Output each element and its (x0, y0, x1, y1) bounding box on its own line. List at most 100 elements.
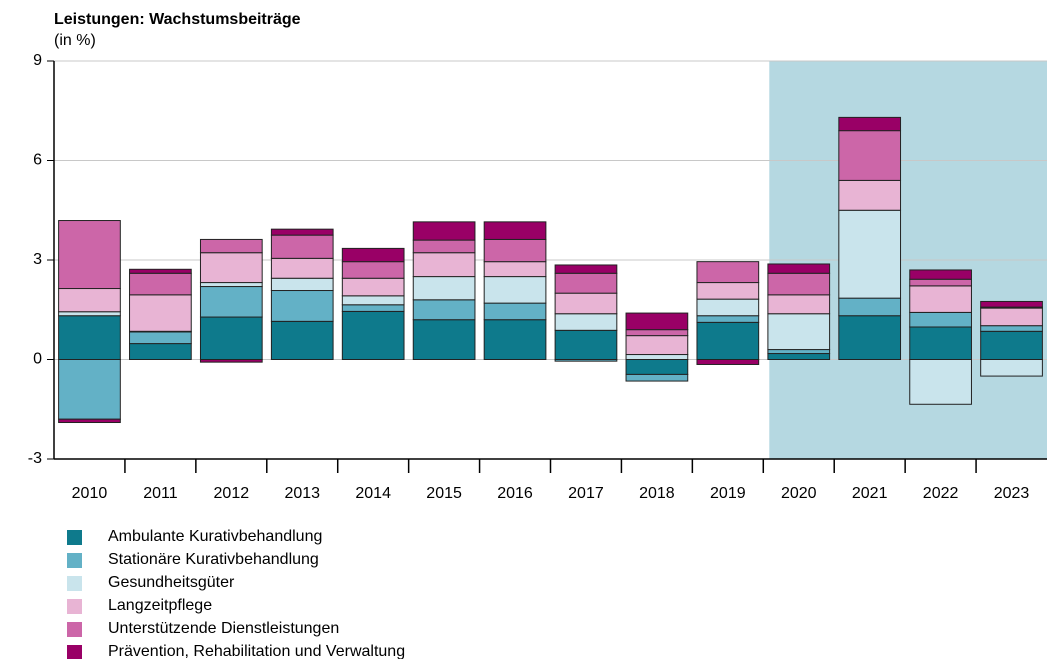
bar-segment (199, 238, 263, 254)
bar-segment (341, 304, 405, 312)
bar-segment (838, 116, 902, 132)
y-tick-label: 6 (33, 152, 42, 169)
bar-segment (696, 298, 760, 317)
legend-label: Ambulante Kurativbehandlung (108, 528, 322, 545)
bar-segment (696, 261, 760, 284)
bar-segment (412, 239, 476, 254)
bar-segment (980, 300, 1043, 308)
x-tick-label: 2023 (994, 485, 1030, 502)
bar-segment (838, 315, 902, 360)
bar-segment (483, 261, 547, 278)
bar-segment (696, 359, 760, 365)
bar-segment (199, 282, 263, 288)
bar-segment (341, 277, 405, 297)
bar-segment (554, 329, 618, 360)
bar-segment (270, 228, 334, 236)
bar-segment (483, 302, 547, 321)
legend-swatch (67, 576, 82, 591)
bar-segment (838, 209, 902, 299)
bar-segment (270, 257, 334, 279)
x-tick-label: 2018 (639, 485, 675, 502)
bar-segment (270, 234, 334, 259)
x-tick-label: 2010 (72, 485, 108, 502)
bar-segment (696, 321, 760, 360)
legend-label: Prävention, Rehabilitation und Verwaltun… (108, 643, 405, 659)
legend-label: Gesundheitsgüter (108, 574, 235, 591)
y-tick-label: 9 (33, 52, 42, 69)
bar-segment (554, 359, 618, 362)
bar-segment (270, 277, 334, 292)
bar-segment (483, 238, 547, 263)
x-tick-label: 2019 (710, 485, 746, 502)
x-tick-label: 2022 (923, 485, 959, 502)
bar-segment (483, 221, 547, 240)
y-tick-label: 0 (33, 351, 42, 368)
bar-segment (767, 313, 831, 351)
bar-segment (980, 325, 1043, 332)
bar-segment (696, 315, 760, 323)
bar-segment (767, 353, 831, 360)
y-tick-label: 3 (33, 251, 42, 268)
bar-segment (980, 307, 1043, 327)
bar-segment (199, 252, 263, 284)
bar-segment (341, 261, 405, 279)
legend-swatch (67, 622, 82, 637)
bar-segment (129, 272, 192, 296)
x-tick-label: 2013 (284, 485, 320, 502)
y-tick-label: -3 (28, 450, 42, 467)
bar-segment (412, 221, 476, 241)
legend-label: Unterstützende Dienstleistungen (108, 620, 339, 637)
bar-segment (270, 320, 334, 361)
bar-segment (199, 316, 263, 360)
bar-segment (129, 294, 192, 332)
bar-segment (767, 349, 831, 355)
bar-segment (129, 331, 192, 345)
bar-segment (412, 299, 476, 321)
bar-segment (554, 272, 618, 294)
bar-segment (696, 282, 760, 300)
bar-segment (838, 179, 902, 211)
bar-segment (838, 297, 902, 317)
bar-segment (58, 288, 121, 313)
legend-swatch (67, 553, 82, 568)
bar-segment (909, 285, 972, 313)
bar-segment (199, 286, 263, 318)
bar-segment (554, 264, 618, 274)
x-tick-label: 2016 (497, 485, 533, 502)
chart-title: Leistungen: Wachstumsbeiträge (54, 11, 301, 28)
legend-swatch (67, 599, 82, 614)
bar-segment (483, 319, 547, 361)
bar-segment (58, 359, 121, 420)
bar-segment (909, 269, 972, 280)
bar-segment (625, 354, 689, 360)
legend-label: Stationäre Kurativbehandlung (108, 551, 319, 568)
bar-segment (58, 220, 121, 290)
bar-segment (909, 326, 972, 361)
bar-segment (909, 278, 972, 287)
legend-label: Langzeitpflege (108, 597, 212, 614)
x-tick-label: 2015 (426, 485, 462, 502)
bar-segment (554, 292, 618, 315)
bar-segment (483, 276, 547, 304)
bar-segment (767, 263, 831, 274)
x-tick-label: 2021 (852, 485, 888, 502)
bar-segment (767, 272, 831, 296)
bar-segment (625, 359, 689, 375)
bar-segment (909, 359, 972, 405)
bar-segment (58, 311, 121, 317)
bar-segment (838, 130, 902, 181)
bar-segment (412, 252, 476, 278)
x-tick-label: 2012 (214, 485, 250, 502)
bar-segment (980, 330, 1043, 360)
bar-segment (412, 319, 476, 361)
bar-segment (412, 276, 476, 301)
legend-swatch (67, 645, 82, 659)
bar-segment (554, 313, 618, 331)
bar-segment (58, 315, 121, 360)
x-tick-label: 2014 (355, 485, 391, 502)
bar-segment (58, 418, 121, 424)
bar-segment (129, 268, 192, 274)
chart-subtitle: (in %) (54, 32, 96, 49)
bar-segment (625, 373, 689, 382)
